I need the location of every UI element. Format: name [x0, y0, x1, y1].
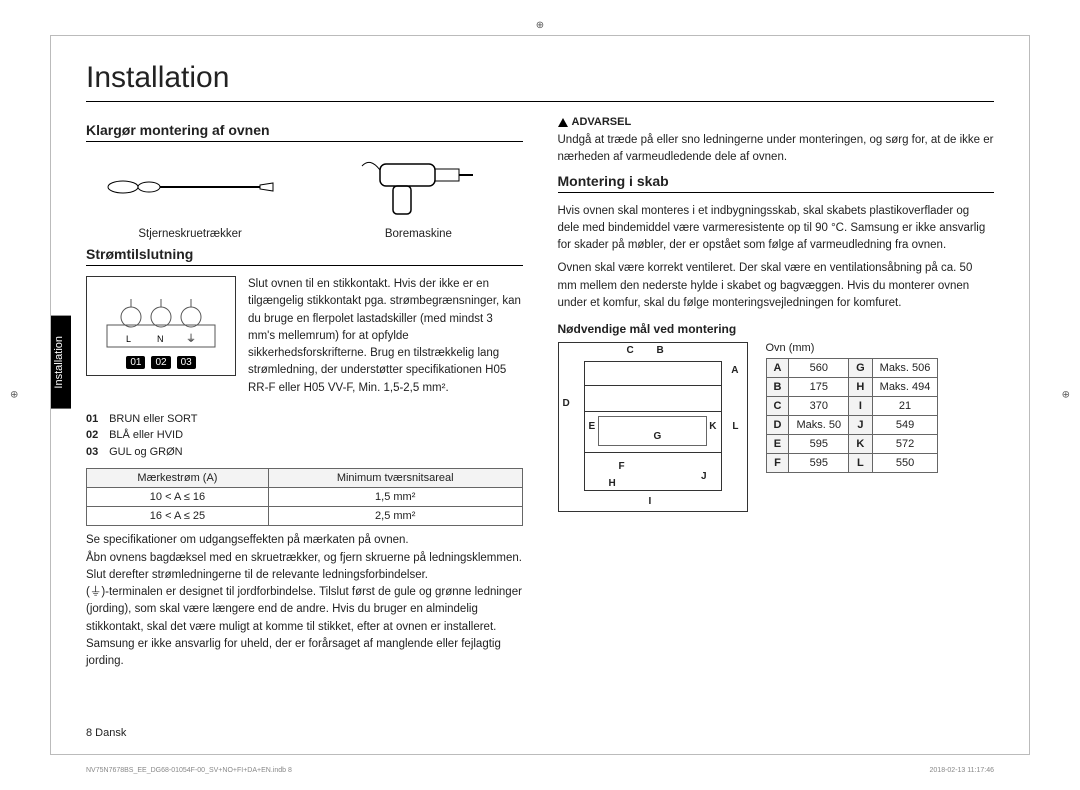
table-cell: Maks. 50: [789, 416, 849, 435]
heading-cabinet: Montering i skab: [558, 173, 995, 193]
wire-label-02: 02: [151, 356, 170, 369]
dim-J: J: [701, 471, 707, 482]
table-cell: I: [849, 397, 873, 416]
spec-table: Mærkestrøm (A)Minimum tværsnitsareal 10 …: [86, 468, 523, 526]
title-rule: [86, 101, 994, 102]
legend-text: BLÅ eller HVID: [109, 429, 183, 441]
table-header: Mærkestrøm (A): [87, 469, 269, 488]
warning-icon: [558, 118, 568, 127]
warning-heading: ADVARSEL: [558, 116, 995, 128]
cabinet-p2: Ovnen skal være korrekt ventileret. Der …: [558, 260, 995, 312]
table-cell: Maks. 506: [872, 359, 938, 378]
table-cell: B: [766, 378, 789, 397]
oven-diagram: C B A D E G K L F J H I: [558, 342, 748, 512]
dim-H: H: [609, 478, 616, 489]
screwdriver-icon: [86, 152, 294, 222]
legend-text: GUL og GRØN: [109, 446, 183, 458]
heading-power: Strømtilslutning: [86, 246, 523, 266]
page-footer: 8 Dansk: [86, 727, 126, 739]
table-cell: L: [849, 454, 873, 473]
table-cell: F: [766, 454, 789, 473]
table-cell: D: [766, 416, 789, 435]
heading-dimensions: Nødvendige mål ved montering: [558, 322, 995, 336]
dim-C: C: [627, 345, 634, 356]
dim-K: K: [709, 421, 716, 432]
dim-A: A: [731, 365, 738, 376]
dim-E: E: [589, 421, 596, 432]
wiring-diagram: L N ⏚ 01 02 03: [86, 276, 236, 376]
warning-text: Undgå at træde på eller sno ledningerne …: [558, 132, 995, 167]
heading-prepare: Klargør montering af ovnen: [86, 122, 523, 142]
table-cell: A: [766, 359, 789, 378]
page-title: Installation: [86, 61, 994, 95]
drill-icon: [314, 152, 522, 222]
table-cell: E: [766, 435, 789, 454]
dims-row: C B A D E G K L F J H I Ovn (mm) A560GMa…: [558, 342, 995, 512]
table-cell: 21: [872, 397, 938, 416]
dim-G: G: [654, 431, 662, 442]
svg-text:L: L: [126, 334, 131, 344]
wire-label-03: 03: [177, 356, 196, 369]
table-cell: Maks. 494: [872, 378, 938, 397]
table-cell: 550: [872, 454, 938, 473]
table-cell: 595: [789, 435, 849, 454]
col-right: ADVARSEL Undgå at træde på eller sno led…: [558, 116, 995, 676]
svg-text:N: N: [157, 334, 164, 344]
dim-F: F: [619, 461, 625, 472]
table-cell: 16 < A ≤ 25: [87, 507, 269, 526]
table-cell: 175: [789, 378, 849, 397]
legend-num: 01: [86, 411, 106, 428]
side-tab: Installation: [51, 316, 71, 409]
table-cell: C: [766, 397, 789, 416]
cabinet-p1: Hvis ovnen skal monteres i et indbygning…: [558, 203, 995, 255]
table-cell: 10 < A ≤ 16: [87, 488, 269, 507]
warning-label: ADVARSEL: [572, 116, 632, 128]
wire-label-01: 01: [126, 356, 145, 369]
power-row: L N ⏚ 01 02 03 Slut ovnen til en stikkonta…: [86, 276, 523, 403]
table-cell: K: [849, 435, 873, 454]
legend-num: 03: [86, 444, 106, 461]
table-cell: 549: [872, 416, 938, 435]
dim-I: I: [649, 496, 652, 507]
crop-mark-top: ⊕: [536, 20, 544, 31]
columns: Klargør montering af ovnen Stjerneskruet…: [86, 116, 994, 676]
legend-text: BRUN eller SORT: [109, 413, 197, 425]
print-time: 2018-02-13 11:17:46: [930, 767, 994, 774]
dim-D: D: [563, 398, 570, 409]
table-cell: 1,5 mm²: [268, 488, 522, 507]
tool-label: Boremaskine: [385, 228, 452, 240]
legend-num: 02: [86, 427, 106, 444]
table-header: Minimum tværsnitsareal: [268, 469, 522, 488]
table-cell: H: [849, 378, 873, 397]
page-frame: Installation Installation Klargør monter…: [50, 35, 1030, 755]
dim-L: L: [732, 421, 738, 432]
tool-screwdriver: Stjerneskruetrækker: [86, 152, 294, 240]
table-cell: 370: [789, 397, 849, 416]
tool-row: Stjerneskruetrækker Boremaskine: [86, 152, 523, 240]
power-paragraph: Slut ovnen til en stikkontakt. Hvis der …: [248, 276, 523, 397]
table-cell: 595: [789, 454, 849, 473]
table-cell: J: [849, 416, 873, 435]
tool-label: Stjerneskruetrækker: [138, 228, 242, 240]
dim-table: A560GMaks. 506 B175HMaks. 494 C370I21 DMaks…: [766, 358, 939, 473]
table-cell: G: [849, 359, 873, 378]
crop-mark-left: ⊕: [10, 390, 18, 401]
svg-text:⏚: ⏚: [186, 333, 196, 345]
print-file: NV75N7678BS_EE_DG68-01054F-00_SV+NO+FI+D…: [86, 767, 292, 774]
dim-table-wrap: Ovn (mm) A560GMaks. 506 B175HMaks. 494 C37…: [766, 342, 939, 473]
table-cell: 2,5 mm²: [268, 507, 522, 526]
table-cell: 560: [789, 359, 849, 378]
table-cell: 572: [872, 435, 938, 454]
power-footnote: Se specifikationer om udgangseffekten på…: [86, 532, 523, 670]
unit-label: Ovn (mm): [766, 342, 939, 354]
crop-mark-right: ⊕: [1062, 390, 1070, 401]
tool-drill: Boremaskine: [314, 152, 522, 240]
dim-B: B: [657, 345, 664, 356]
wire-legend: 01 BRUN eller SORT 02 BLÅ eller HVID 03 …: [86, 411, 523, 461]
col-left: Klargør montering af ovnen Stjerneskruet…: [86, 116, 523, 676]
